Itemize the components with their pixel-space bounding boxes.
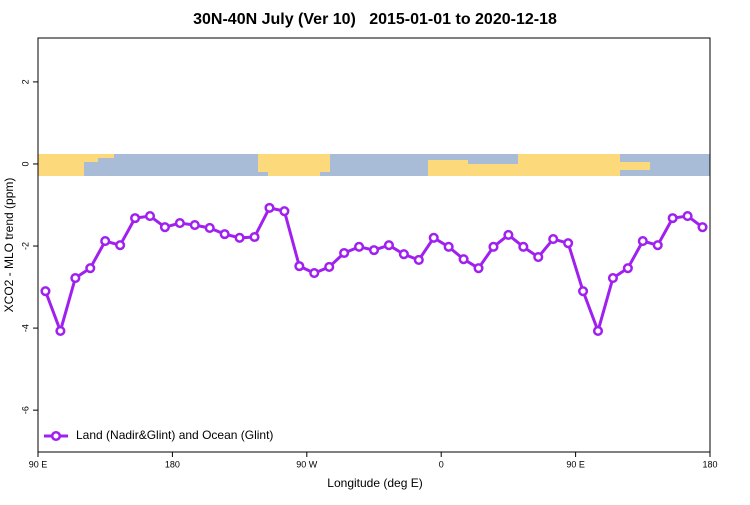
data-point xyxy=(219,229,230,240)
data-point xyxy=(70,272,81,284)
data-point xyxy=(249,231,260,243)
y-tick-label: -4 xyxy=(20,324,30,332)
data-point xyxy=(264,202,275,213)
x-tick-label: 90 W xyxy=(296,459,318,469)
data-point xyxy=(368,245,380,256)
data-point xyxy=(294,261,305,272)
data-point xyxy=(443,241,454,252)
data-point xyxy=(413,254,424,266)
y-tick-label: 2 xyxy=(20,79,30,84)
data-point xyxy=(398,249,409,260)
x-axis-label: Longitude (deg E) xyxy=(327,476,422,490)
data-point xyxy=(682,211,693,222)
plot-frame xyxy=(37,37,711,453)
data-point xyxy=(652,240,663,251)
data-point xyxy=(533,252,544,263)
x-tick-label: 90 E xyxy=(566,459,585,469)
data-point xyxy=(40,286,51,297)
data-point xyxy=(518,241,529,252)
data-point xyxy=(503,229,514,240)
data-point xyxy=(563,238,574,249)
data-point xyxy=(174,217,185,229)
data-point xyxy=(324,261,335,273)
data-point xyxy=(667,213,678,224)
data-point xyxy=(428,232,439,243)
data-point xyxy=(473,263,484,274)
map-strip xyxy=(38,154,710,176)
data-point xyxy=(144,211,156,222)
data-point xyxy=(55,325,66,337)
data-point xyxy=(309,268,320,279)
data-point xyxy=(578,286,589,297)
data-point xyxy=(622,263,633,274)
legend-label: Land (Nadir&Glint) and Ocean (Glint) xyxy=(76,428,273,442)
data-point xyxy=(159,222,170,233)
data-point xyxy=(592,325,604,337)
data-point xyxy=(607,272,618,284)
data-point xyxy=(383,240,394,251)
data-point xyxy=(458,254,469,265)
x-tick-label: 90 E xyxy=(29,459,48,469)
data-point xyxy=(488,241,499,252)
data-point xyxy=(85,263,96,274)
chart-title: 30N-40N July (Ver 10) 2015-01-01 to 2020… xyxy=(193,11,557,28)
data-point xyxy=(697,222,708,233)
data-point xyxy=(100,236,111,247)
y-tick-label: -6 xyxy=(20,406,30,414)
y-tick-label: -2 xyxy=(20,242,30,250)
data-point xyxy=(234,232,245,243)
data-point xyxy=(204,222,215,234)
data-point xyxy=(354,241,365,252)
x-tick-label: 180 xyxy=(702,459,717,469)
data-point xyxy=(115,240,126,251)
series-line xyxy=(44,206,704,333)
data-point xyxy=(189,220,200,231)
data-point xyxy=(279,206,290,217)
data-point xyxy=(637,236,648,247)
y-tick-label: 0 xyxy=(20,161,30,166)
y-axis-label: XCO2 - MLO trend (ppm) xyxy=(2,178,16,313)
legend-marker xyxy=(50,430,62,442)
data-point xyxy=(339,247,350,259)
data-point xyxy=(548,234,559,245)
data-point xyxy=(130,213,141,224)
x-tick-label: 0 xyxy=(439,459,444,469)
x-tick-label: 180 xyxy=(165,459,180,469)
